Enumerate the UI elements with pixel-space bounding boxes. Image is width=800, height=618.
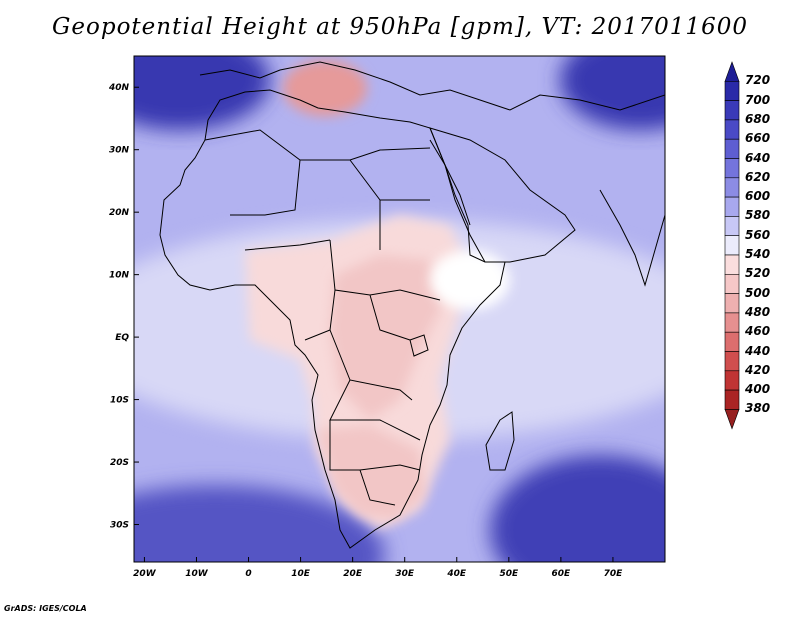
south-indian-high (490, 455, 665, 562)
arabia-coastline (429, 127, 576, 263)
colorbar-swatch (724, 158, 740, 179)
colorbar-swatch (724, 100, 740, 121)
credit-text: GrADS: IGES/COLA (4, 604, 87, 613)
colorbar-swatch (724, 351, 740, 372)
lon-tick-label: 50E (499, 569, 519, 579)
colorbar-level-label: 460 (745, 324, 771, 339)
colorbar-swatch (724, 138, 740, 159)
colorbar-level-label: 380 (745, 401, 771, 416)
colorbar-level-label: 560 (745, 227, 771, 242)
europe-coastline (199, 61, 665, 111)
colorbar-level-label: 700 (745, 92, 771, 107)
colorbar-swatch (724, 312, 740, 333)
lon-tick-label: 10W (185, 569, 209, 579)
plot-frame (133, 55, 666, 563)
colorbar-level-label: 640 (745, 150, 771, 165)
lon-tick-label: 20E (343, 569, 363, 579)
colorbar-level-label: 600 (745, 189, 771, 204)
longitude-axis: 20W 10W 0 10E 20E 30E 40E 50E 60E 70E (133, 557, 623, 579)
borders-central-africa (244, 239, 441, 441)
colorbar-swatch (724, 273, 740, 294)
colorbar-swatch (724, 389, 740, 410)
colorbar-level-label: 580 (745, 208, 771, 223)
lat-tick-label: 30S (110, 521, 129, 531)
colorbar-level-label: 680 (745, 111, 771, 126)
colorbar-level-label: 660 (745, 131, 771, 146)
colorbar-level-label: 420 (745, 362, 771, 377)
lat-tick-label: 10S (110, 396, 129, 406)
south-atlantic-high (134, 485, 385, 562)
india-coastline (599, 189, 665, 287)
north-high-west (134, 56, 270, 130)
lat-tick-label: 20N (109, 208, 130, 218)
madagascar-coastline (485, 411, 515, 471)
lon-tick-label: 0 (245, 569, 251, 579)
lon-tick-label: 10E (291, 569, 311, 579)
lon-tick-label: 70E (604, 569, 624, 579)
colorbar-swatch (724, 196, 740, 217)
borders-north-africa (204, 129, 431, 250)
lat-tick-label: 30N (109, 146, 130, 156)
colorbar-swatch (724, 293, 740, 314)
colorbar-level-label: 480 (745, 304, 771, 319)
lon-tick-label: 30E (395, 569, 415, 579)
lat-tick-label: 40N (108, 83, 130, 93)
lat-tick-label: EQ (115, 333, 129, 343)
colorbar-swatch (724, 216, 740, 236)
colorbar-swatch (724, 81, 740, 101)
colorbar-level-label: 440 (745, 343, 771, 358)
lon-tick-label: 40E (446, 569, 467, 579)
colorbar-level-label: 540 (745, 247, 771, 261)
colorbar-swatch (724, 177, 740, 198)
north-high-east (560, 56, 665, 130)
colorbar-swatch (724, 370, 740, 391)
colorbar-level-label: 400 (745, 382, 771, 397)
colorbar-swatch (724, 409, 740, 430)
colorbar-level-label: 520 (745, 266, 771, 281)
colorbar-swatch (724, 119, 740, 140)
colorbar-level-label: 500 (745, 285, 771, 300)
colorbar (724, 61, 740, 430)
colorbar-swatch (724, 235, 740, 256)
latitude-axis: 40N 30N 20N 10N EQ 10S 20S 30S (108, 83, 139, 531)
southern-africa-lower (318, 425, 425, 520)
lat-tick-label: 20S (110, 458, 129, 468)
lon-tick-label: 20W (133, 569, 157, 579)
height-field (134, 56, 665, 562)
lon-tick-label: 60E (552, 569, 572, 579)
africa-coastline (159, 89, 506, 549)
colorbar-level-label: 720 (745, 73, 771, 88)
lat-tick-label: 10N (109, 271, 130, 281)
colorbar-swatch (724, 61, 740, 82)
mediterranean-low (283, 60, 367, 116)
colorbar-level-label: 620 (745, 169, 771, 184)
horn-neutral (430, 250, 510, 310)
coastlines (159, 61, 665, 549)
africa-lower-region (330, 255, 445, 420)
borders-southern-africa (329, 420, 421, 506)
red-sea-coast (429, 139, 471, 226)
lake-victoria (409, 334, 429, 357)
colorbar-swatch (724, 331, 740, 352)
colorbar-swatch (724, 254, 740, 275)
map-title: Geopotential Height at 950hPa [gpm], VT:… (52, 14, 748, 40)
